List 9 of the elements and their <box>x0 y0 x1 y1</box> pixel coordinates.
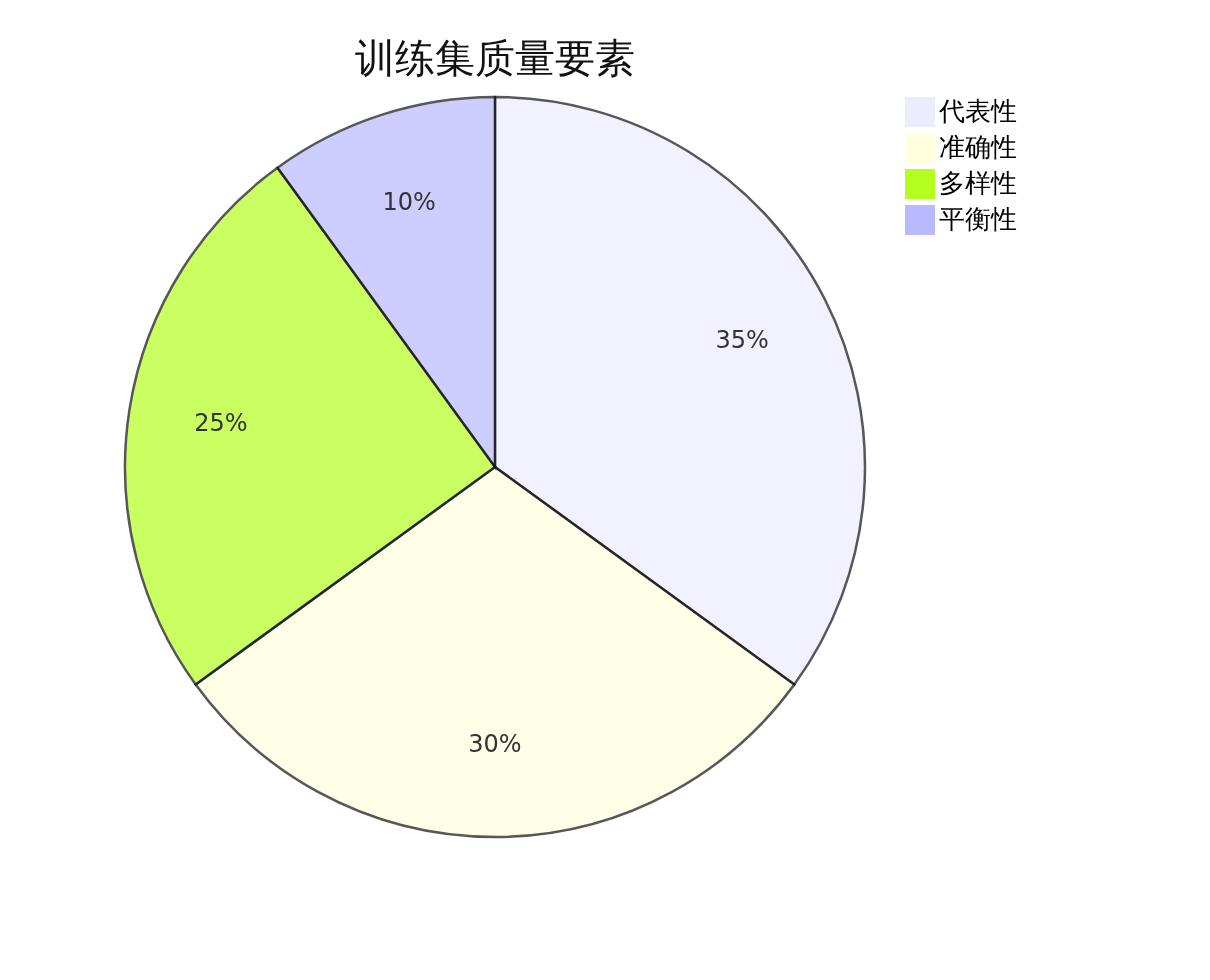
legend-label: 准确性 <box>939 132 1017 162</box>
legend-label: 平衡性 <box>939 204 1017 234</box>
data-label: 10% <box>382 188 436 217</box>
data-label: 25% <box>194 408 248 437</box>
data-label: 35% <box>715 326 769 355</box>
chart-title: 训练集质量要素 <box>355 35 635 81</box>
data-label: 30% <box>468 729 522 758</box>
legend-label: 多样性 <box>939 168 1017 198</box>
legend-label: 代表性 <box>938 96 1017 126</box>
